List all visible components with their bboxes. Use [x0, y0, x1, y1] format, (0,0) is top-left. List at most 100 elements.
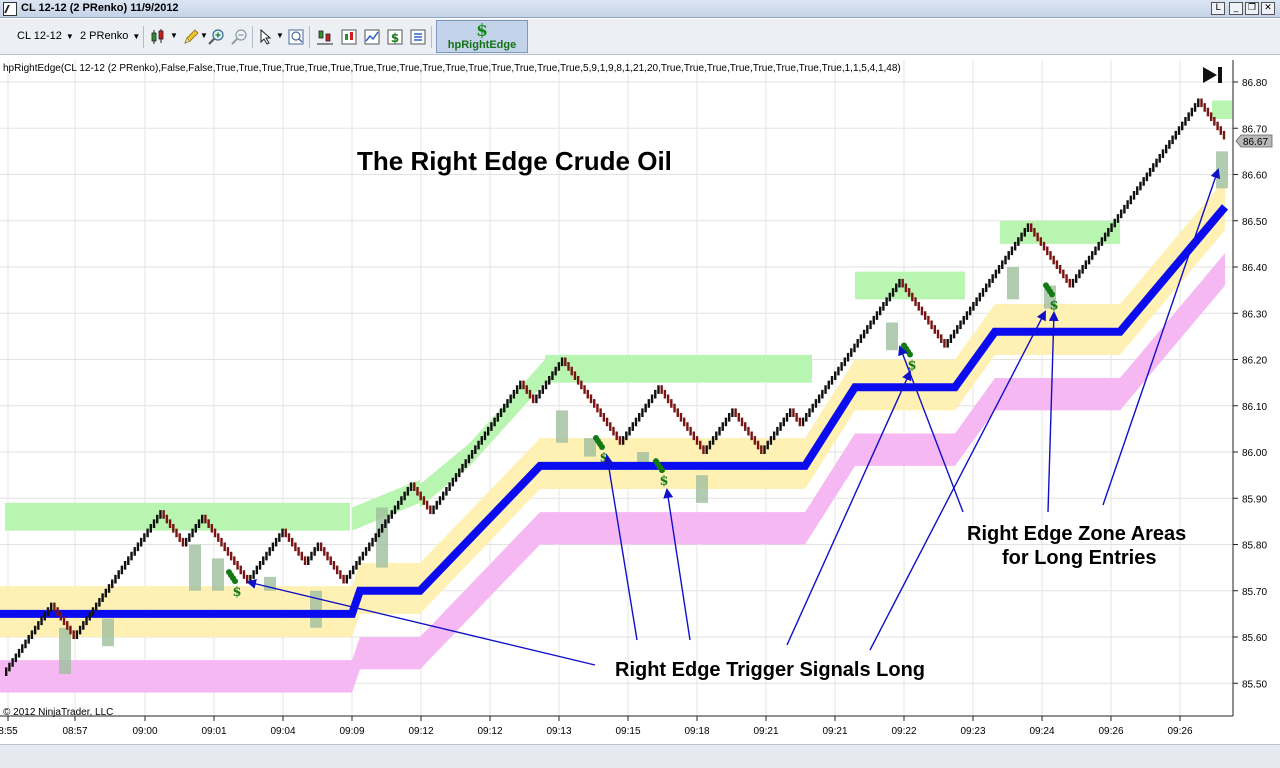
renko-brick — [326, 551, 329, 561]
renko-brick — [329, 556, 332, 565]
renko-brick — [429, 505, 432, 515]
renko-brick — [1049, 251, 1052, 260]
close-button[interactable]: ✕ — [1261, 2, 1275, 15]
renko-brick — [49, 602, 53, 612]
time-axis: 8:55 08:57 09:00 09:01 09:04 09:09 09:12 09:12 0… — [0, 715, 1233, 737]
strategies-icon[interactable] — [363, 28, 381, 46]
renko-brick — [1203, 103, 1206, 112]
renko-brick — [284, 528, 287, 538]
renko-brick — [679, 413, 683, 422]
renko-brick — [544, 380, 548, 390]
renko-brick — [1197, 98, 1200, 108]
maximize-button[interactable]: ❐ — [1245, 2, 1259, 15]
chevron-down-icon[interactable]: ▼ — [170, 31, 178, 40]
renko-brick — [493, 417, 496, 427]
renko-brick — [117, 570, 120, 579]
skip-to-end-icon[interactable] — [1203, 67, 1222, 83]
renko-brick — [1142, 177, 1145, 186]
gray-spikes — [59, 151, 1228, 674]
renko-brick — [801, 417, 805, 427]
y-tick-label: 86.10 — [1242, 402, 1267, 413]
renko-brick — [856, 339, 859, 348]
horizontal-scrollbar[interactable] — [0, 744, 1280, 768]
renko-brick — [705, 445, 708, 454]
renko-brick — [368, 542, 371, 552]
chart-properties-icon[interactable] — [316, 28, 334, 46]
candlestick-style-icon[interactable] — [150, 28, 168, 46]
renko-brick — [657, 385, 660, 394]
chevron-down-icon[interactable]: ▼ — [276, 31, 284, 40]
zone-label-line2: for Long Entries — [1002, 547, 1156, 569]
renko-brick — [226, 547, 230, 556]
renko-brick — [242, 570, 246, 579]
renko-brick — [297, 547, 300, 556]
renko-brick — [139, 537, 143, 547]
renko-brick — [862, 329, 866, 339]
renko-brick — [213, 528, 217, 538]
renko-brick — [146, 528, 149, 538]
renko-brick — [130, 551, 133, 561]
hp-right-edge-button[interactable]: $ hpRightEdge — [436, 20, 528, 53]
zoom-in-icon[interactable] — [207, 28, 225, 46]
title-bar: CL 12-12 (2 PRenko) 11/9/2012 L _ ❐ ✕ — [0, 0, 1280, 18]
renko-brick — [753, 436, 757, 445]
price-chart[interactable]: $$$$$ hpRightEdge(CL 12-12 (2 PRenko),Fa… — [0, 56, 1280, 744]
renko-brick — [1171, 135, 1174, 145]
renko-brick — [615, 431, 618, 441]
orders-dollar-icon[interactable]: $ — [386, 28, 404, 46]
renko-brick — [470, 450, 474, 459]
zoom-out-icon[interactable] — [230, 28, 248, 46]
bar-type-label: 2 PRenko — [80, 30, 129, 42]
renko-brick — [85, 616, 88, 626]
renko-brick — [451, 477, 455, 487]
bar-type-dropdown[interactable]: 2 PRenko ▼ — [80, 30, 140, 42]
renko-brick — [374, 533, 377, 542]
signal-dot — [232, 578, 238, 585]
renko-brick — [143, 533, 146, 542]
renko-brick — [779, 422, 782, 431]
renko-brick — [1100, 237, 1104, 246]
renko-brick — [641, 408, 644, 417]
trigger-label: Right Edge Trigger Signals Long — [615, 659, 925, 681]
chart-trader-icon[interactable] — [409, 28, 427, 46]
renko-brick — [538, 389, 541, 399]
instrument-dropdown[interactable]: CL 12-12 ▼ — [17, 30, 74, 42]
renko-brick — [631, 422, 634, 431]
cursor-pointer-icon[interactable] — [258, 28, 276, 46]
toolbar-divider — [143, 26, 144, 48]
renko-brick — [699, 440, 702, 450]
pencil-draw-icon[interactable] — [182, 28, 200, 46]
link-button[interactable]: L — [1211, 2, 1225, 15]
renko-brick — [782, 417, 785, 427]
data-box-icon[interactable] — [287, 28, 305, 46]
renko-brick — [287, 533, 291, 542]
renko-brick — [853, 343, 856, 353]
renko-brick — [1062, 269, 1065, 279]
x-tick-label: 09:21 — [822, 726, 847, 737]
indicators-icon[interactable] — [340, 28, 358, 46]
copyright-text: © 2012 NinjaTrader, LLC — [3, 707, 113, 718]
renko-brick — [840, 362, 843, 371]
renko-brick — [332, 561, 336, 570]
renko-brick — [660, 385, 663, 394]
x-tick-label: 09:21 — [753, 726, 778, 737]
pullback-spike — [212, 558, 224, 591]
signal-dollar-label: $ — [232, 585, 241, 600]
renko-brick — [763, 445, 766, 454]
minimize-button[interactable]: _ — [1229, 2, 1243, 15]
renko-brick — [384, 519, 387, 528]
renko-brick — [567, 362, 570, 371]
renko-brick — [1209, 112, 1213, 121]
renko-brick — [1007, 251, 1010, 260]
renko-brick — [175, 528, 178, 538]
renko-brick — [1052, 255, 1055, 265]
window-title: CL 12-12 (2 PRenko) 11/9/2012 — [21, 2, 179, 14]
chevron-down-icon[interactable]: ▼ — [200, 31, 208, 40]
renko-brick — [827, 380, 830, 390]
renko-brick — [496, 413, 500, 422]
pullback-spike — [1044, 285, 1056, 309]
renko-brick — [1026, 223, 1030, 232]
renko-brick — [371, 537, 374, 547]
renko-brick — [1074, 274, 1078, 283]
